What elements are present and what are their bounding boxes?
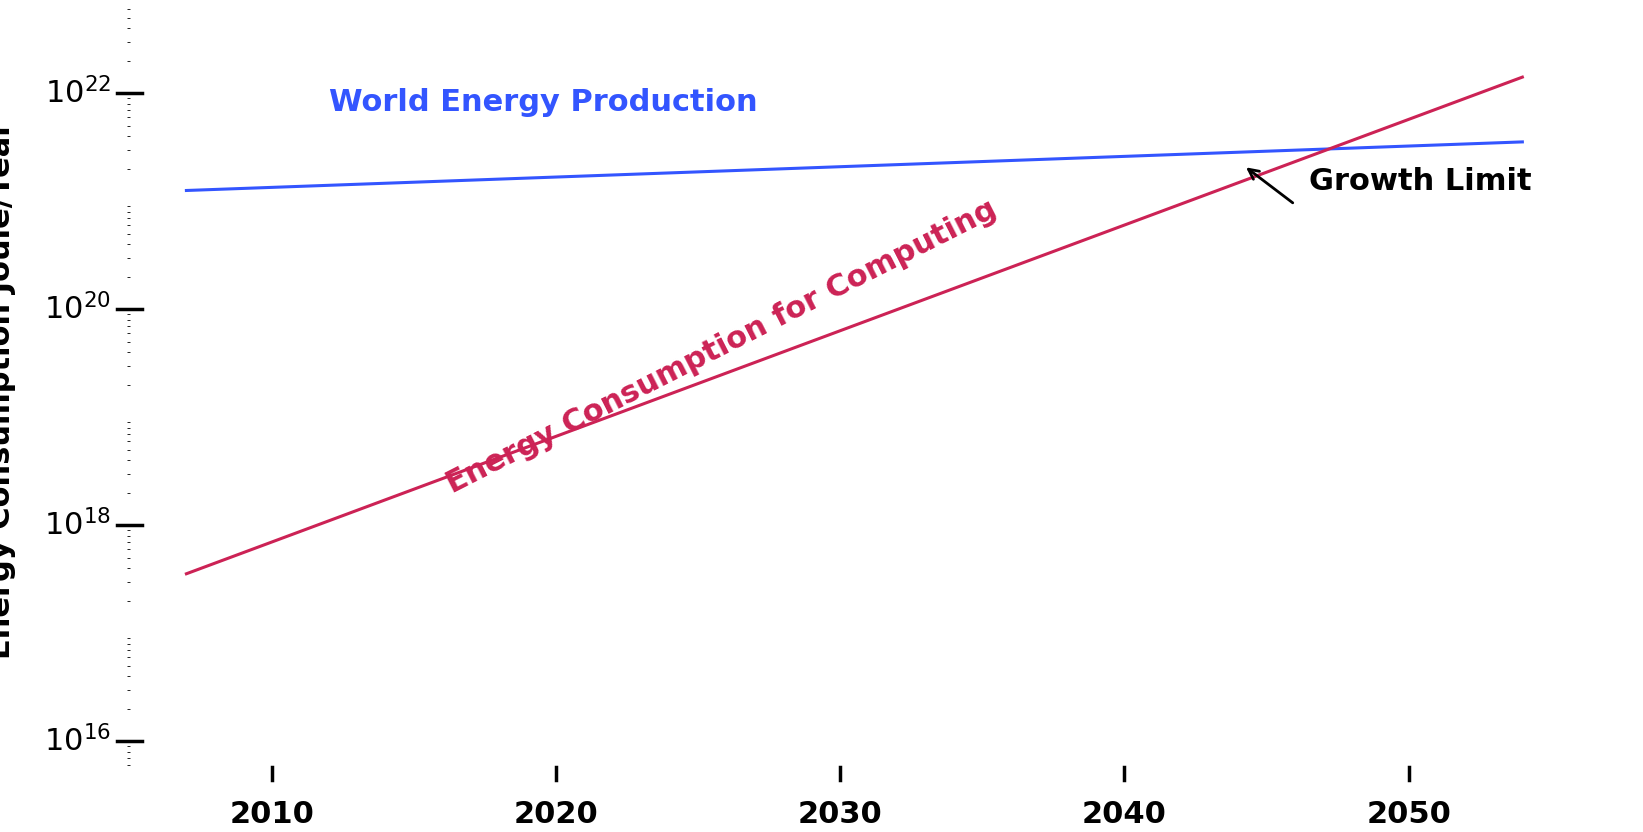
Text: $10^{20}$: $10^{20}$ — [44, 293, 112, 325]
Text: 2050: 2050 — [1367, 800, 1451, 830]
Text: $10^{18}$: $10^{18}$ — [44, 509, 112, 542]
Text: Energy Consumption Joule/Year: Energy Consumption Joule/Year — [0, 121, 16, 659]
Text: 2040: 2040 — [1083, 800, 1167, 830]
Text: $10^{16}$: $10^{16}$ — [44, 725, 112, 757]
Text: 2030: 2030 — [798, 800, 882, 830]
Text: Growth Limit: Growth Limit — [1309, 167, 1531, 196]
Text: World Energy Production: World Energy Production — [329, 88, 757, 117]
Text: 2010: 2010 — [230, 800, 314, 830]
Text: $10^{22}$: $10^{22}$ — [44, 77, 112, 110]
Text: Energy Consumption for Computing: Energy Consumption for Computing — [442, 195, 1002, 499]
Text: 2020: 2020 — [514, 800, 598, 830]
